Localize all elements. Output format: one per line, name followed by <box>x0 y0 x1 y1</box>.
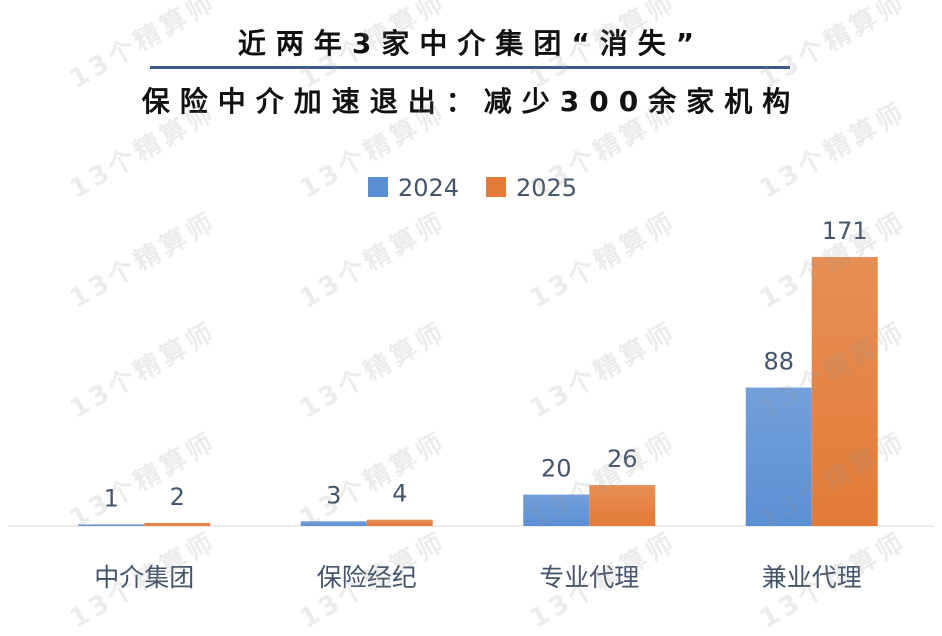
bar-2024-0 <box>78 524 145 526</box>
bar-chart: 1 2 中介集团 3 4 保险经纪 20 26 专业代理 88 171 兼业代理 2024 2025 <box>8 174 934 592</box>
chart-title-line-1: 近两年3家中介集团“消失” <box>237 27 705 60</box>
data-label-2024-2: 20 <box>541 455 572 483</box>
legend-swatch-2024 <box>368 177 388 197</box>
data-label-2024-1: 3 <box>326 481 341 509</box>
bar-2025-3 <box>811 257 878 526</box>
legend-label-2025: 2025 <box>516 174 577 202</box>
category-label-0: 中介集团 <box>94 563 194 592</box>
legend-swatch-2025 <box>486 177 506 197</box>
title-underline <box>150 66 790 69</box>
category-label-1: 保险经纪 <box>317 563 417 592</box>
bar-2025-2 <box>589 485 656 526</box>
data-label-2024-0: 1 <box>104 484 119 512</box>
bar-2024-3 <box>745 387 812 526</box>
data-label-2025-0: 2 <box>170 483 185 511</box>
category-label-2: 专业代理 <box>539 563 639 592</box>
data-label-2025-1: 4 <box>392 480 407 508</box>
data-label-2025-3: 171 <box>822 217 868 245</box>
category-label-3: 兼业代理 <box>762 563 862 592</box>
legend-label-2024: 2024 <box>398 174 459 202</box>
bar-2024-1 <box>300 521 367 526</box>
bar-2025-1 <box>366 519 433 526</box>
data-label-2024-3: 88 <box>763 348 794 376</box>
bar-2025-0 <box>144 522 211 526</box>
chart-title-line-2: 保险中介加速退出：减少300余家机构 <box>141 85 801 118</box>
data-label-2025-2: 26 <box>607 445 638 473</box>
bar-2024-2 <box>523 494 590 526</box>
